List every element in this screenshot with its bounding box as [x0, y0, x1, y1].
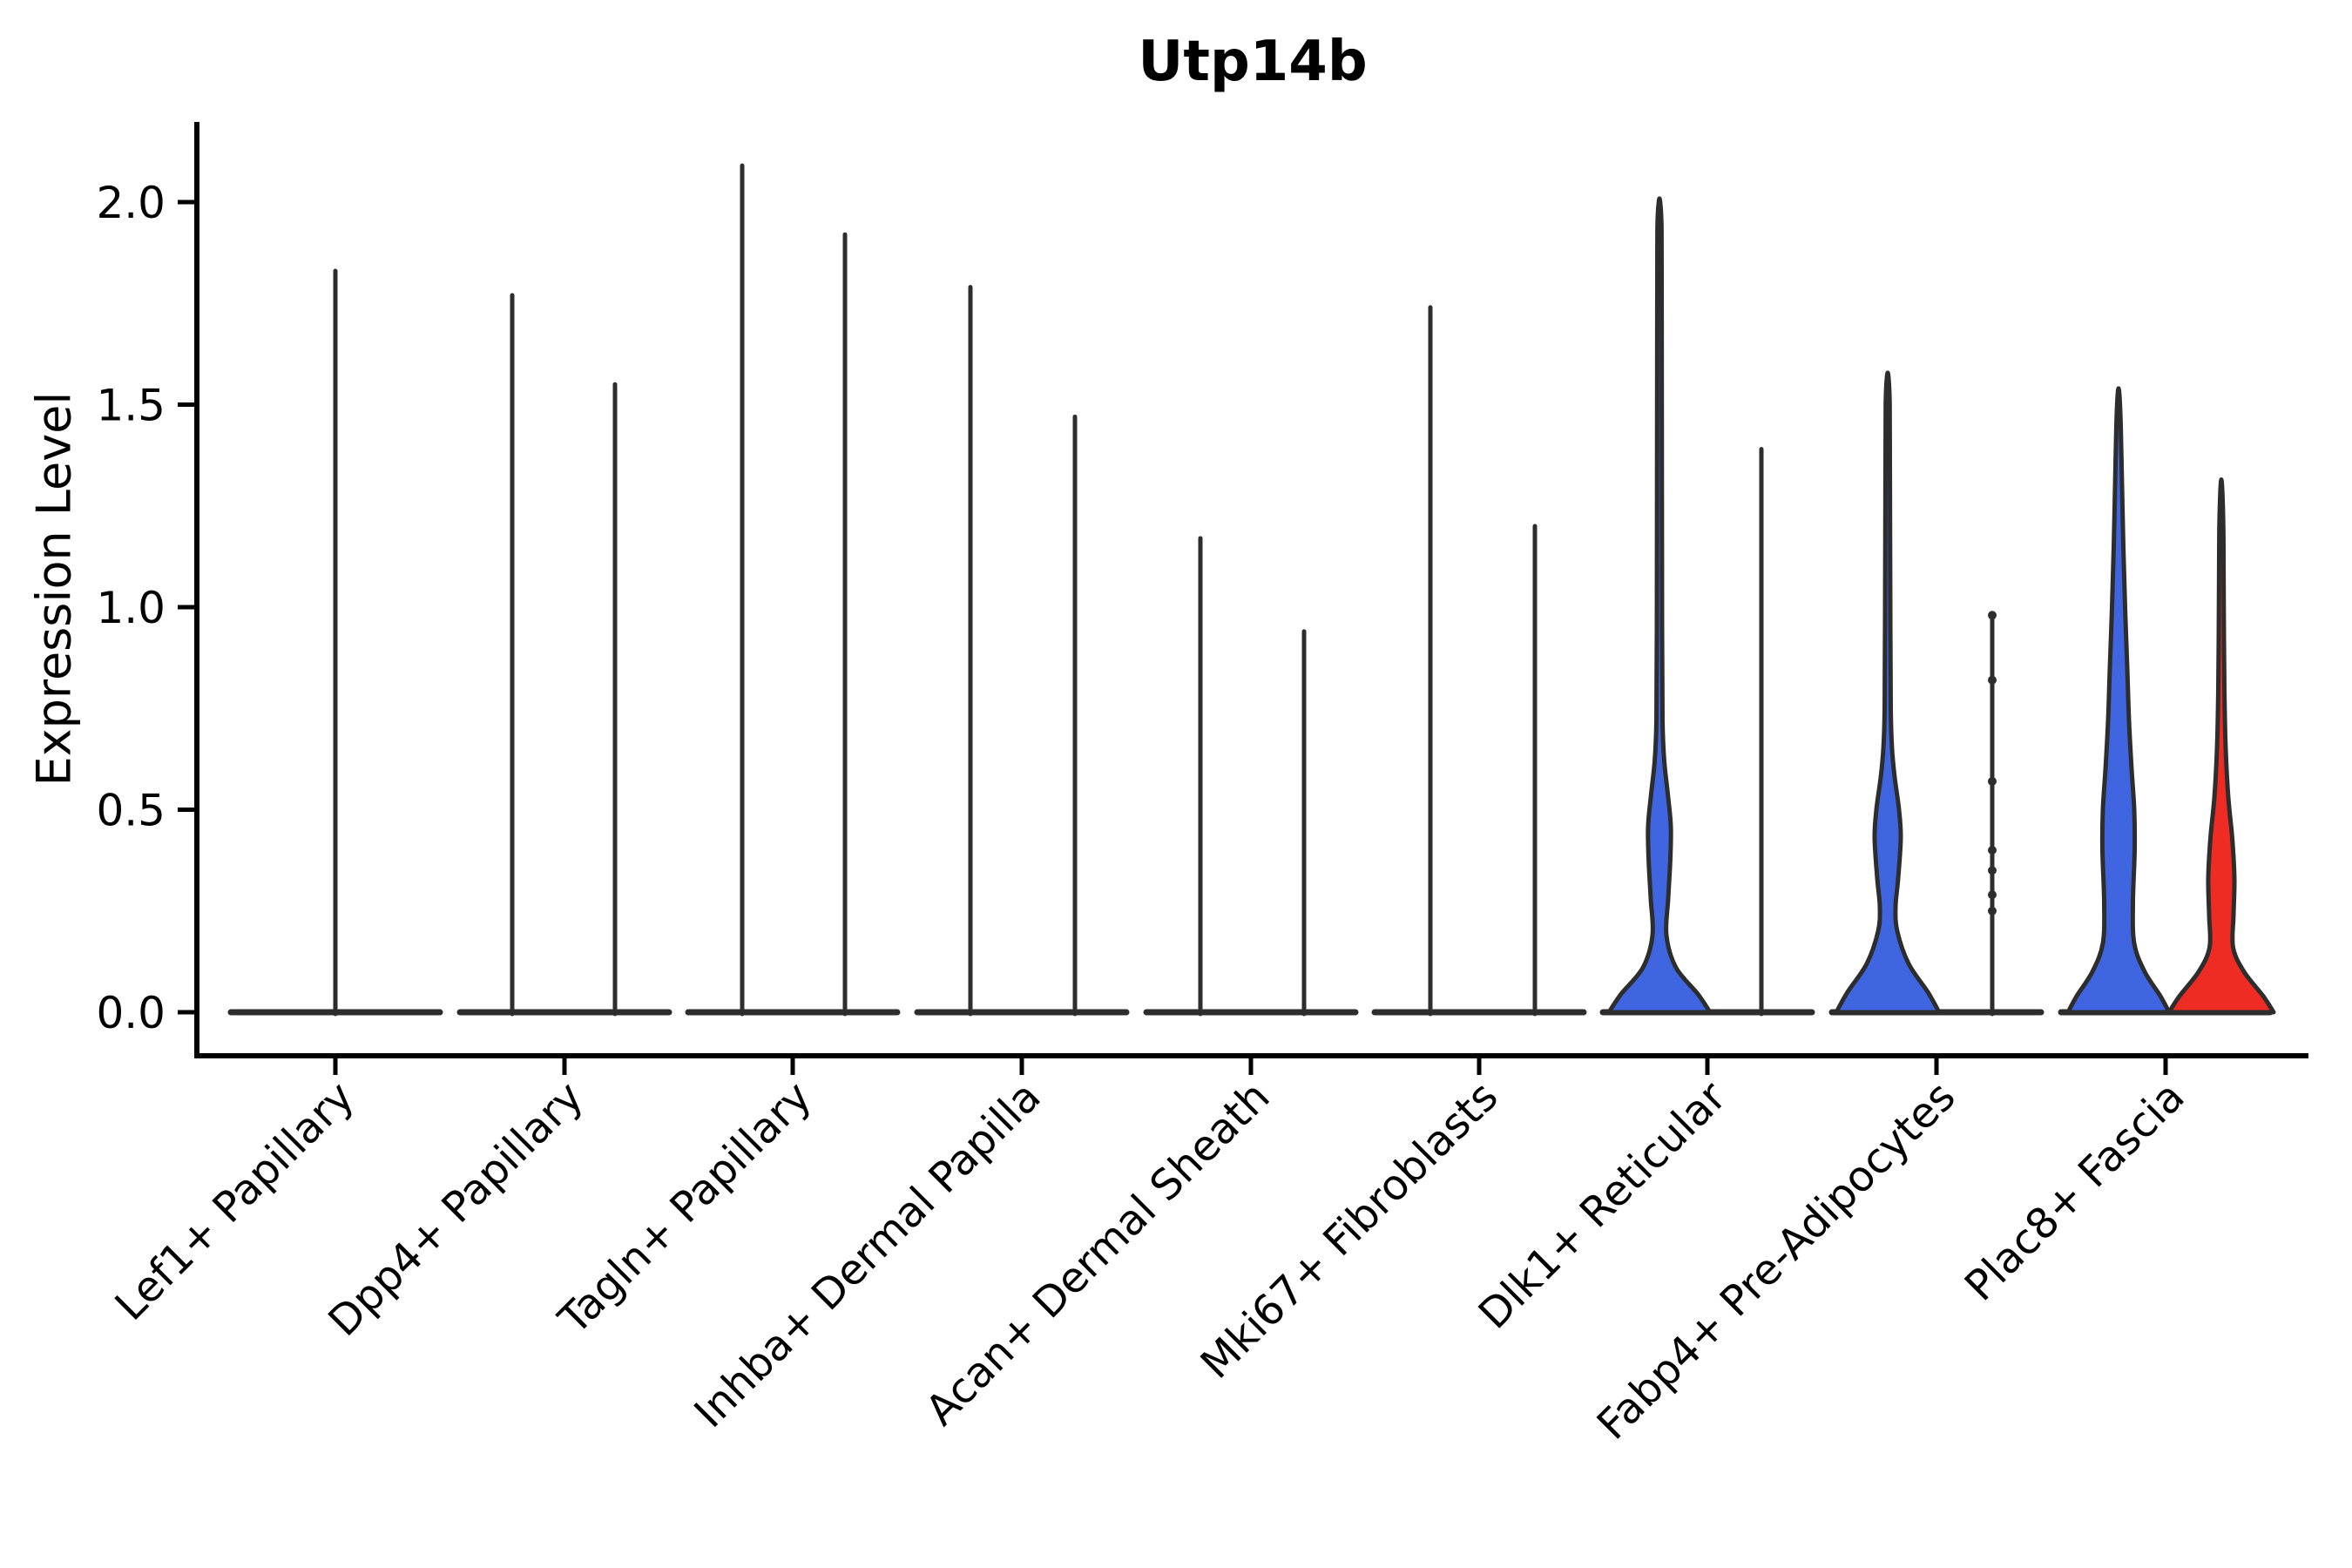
x-category-label: Lef1+ Papillary [106, 1072, 364, 1330]
y-tick-label: 0.0 [96, 988, 166, 1038]
violin-filled [1606, 196, 1713, 1015]
violin-filled [1834, 370, 1942, 1015]
expression-dot [1988, 776, 1997, 786]
x-category-label: Tagln+ Papillary [549, 1072, 821, 1344]
x-category-label: Dpp4+ Papillary [319, 1072, 592, 1346]
expression-dot [1988, 611, 1997, 620]
y-tick-label: 2.0 [96, 178, 166, 228]
expression-dot [1988, 846, 1997, 855]
expression-dot [1988, 890, 1997, 900]
x-category-label: Plac8+ Fascia [1956, 1072, 2194, 1311]
expression-dot [1988, 866, 1997, 875]
x-category-label: Dlk1+ Reticular [1470, 1072, 1736, 1339]
chart-title: Utp14b [1138, 30, 1368, 94]
y-tick-label: 0.5 [96, 786, 166, 836]
expression-dot [1988, 675, 1997, 685]
expression-dot [1988, 906, 1997, 916]
violin-filled [2065, 386, 2172, 1015]
y-tick-label: 1.0 [96, 583, 166, 633]
violin-filled [2166, 477, 2276, 1015]
y-tick-label: 1.5 [96, 381, 166, 431]
